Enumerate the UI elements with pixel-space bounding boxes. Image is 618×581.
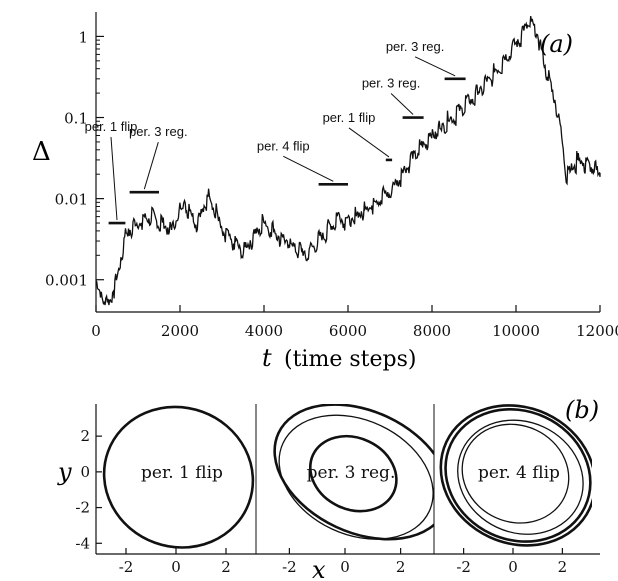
phase-subpanel: per. 3 reg. — [273, 404, 434, 541]
annotation-label: per. 3 reg. — [129, 124, 188, 139]
annotation-label: per. 1 flip — [323, 110, 376, 125]
panel-b-y-tick-label: -2 — [75, 499, 90, 517]
panel-b-x-tick-label: 2 — [396, 558, 406, 576]
panel-a-x-tick-label: 10000 — [492, 322, 540, 340]
panel-b-x-tick-label: 0 — [171, 558, 181, 576]
subpanel-label: per. 1 flip — [141, 463, 223, 483]
panel-a-label: (a) — [540, 30, 573, 58]
annotation-label: per. 3 reg. — [362, 76, 421, 91]
panel-a-x-tick-label: 4000 — [245, 322, 283, 340]
annotation-arrow — [414, 56, 456, 77]
panel-a-series-line — [95, 16, 601, 306]
annotation-arrow — [110, 137, 118, 221]
orbit-curve — [273, 404, 434, 541]
subpanel-label: per. 3 reg. — [307, 463, 396, 483]
subpanel-label: per. 4 flip — [478, 463, 560, 483]
phase-subpanel: per. 4 flip — [439, 404, 592, 547]
panel-b-x-tick-label: 2 — [221, 558, 231, 576]
panel-a-xlabel-rest: (time steps) — [284, 347, 416, 372]
panel-b-label: (b) — [565, 396, 599, 424]
orbit-curve — [457, 419, 584, 535]
orbit-curve — [444, 407, 592, 543]
annotation-label: per. 4 flip — [257, 138, 310, 153]
annotation-label: per. 3 reg. — [386, 39, 445, 54]
panel-a-x-tick-label: 8000 — [413, 322, 451, 340]
panel-b-y-tick-label: 0 — [80, 463, 90, 481]
annotation-label: per. 1 flip — [85, 119, 138, 134]
panel-b-x-tick-label: 0 — [508, 558, 518, 576]
orbit-curve — [102, 405, 255, 549]
orbit-curve — [439, 404, 592, 547]
orbit-curve — [308, 434, 398, 513]
panel-b: -2 0 2 -2 0 2 -2 0 2 2 0 -2 -4 per. 1 flip per. 3 re… — [57, 396, 600, 581]
panel-b-xlabel: x — [312, 556, 326, 581]
panel-a-y-tick-label: 1 — [78, 28, 88, 46]
annotation-arrow — [390, 93, 414, 115]
phase-subpanel: per. 1 flip — [102, 405, 255, 549]
panel-b-x-tick-label: -2 — [119, 558, 134, 576]
panel-b-ylabel: y — [57, 458, 72, 486]
panel-b-y-tick-label: 2 — [80, 427, 90, 445]
annotation-arrow — [348, 127, 390, 158]
orbit-curve — [278, 414, 434, 540]
annotation-arrow — [143, 142, 159, 190]
panel-b-x-tick-label: 2 — [558, 558, 568, 576]
panel-b-x-tick-label: -2 — [282, 558, 297, 576]
annotation-arrow — [283, 155, 334, 182]
panel-a-y-tick-label: 0.1 — [64, 110, 88, 128]
panel-b-x-tick-label: 0 — [340, 558, 350, 576]
orbit-curve — [461, 423, 570, 524]
panel-a-ylabel: Δ — [32, 137, 51, 167]
panel-a-xlabel-var: t — [262, 344, 272, 372]
panel-b-x-tick-label: -2 — [456, 558, 471, 576]
panel-a-x-tick-label: 0 — [91, 322, 101, 340]
panel-a-x-tick-label: 6000 — [329, 322, 367, 340]
panel-a-y-tick-label: 0.001 — [45, 272, 88, 290]
panel-b-y-tick-label: -4 — [75, 534, 90, 552]
panel-a-x-tick-label: 2000 — [161, 322, 199, 340]
panel-a-y-tick-label: 0.01 — [55, 191, 88, 209]
